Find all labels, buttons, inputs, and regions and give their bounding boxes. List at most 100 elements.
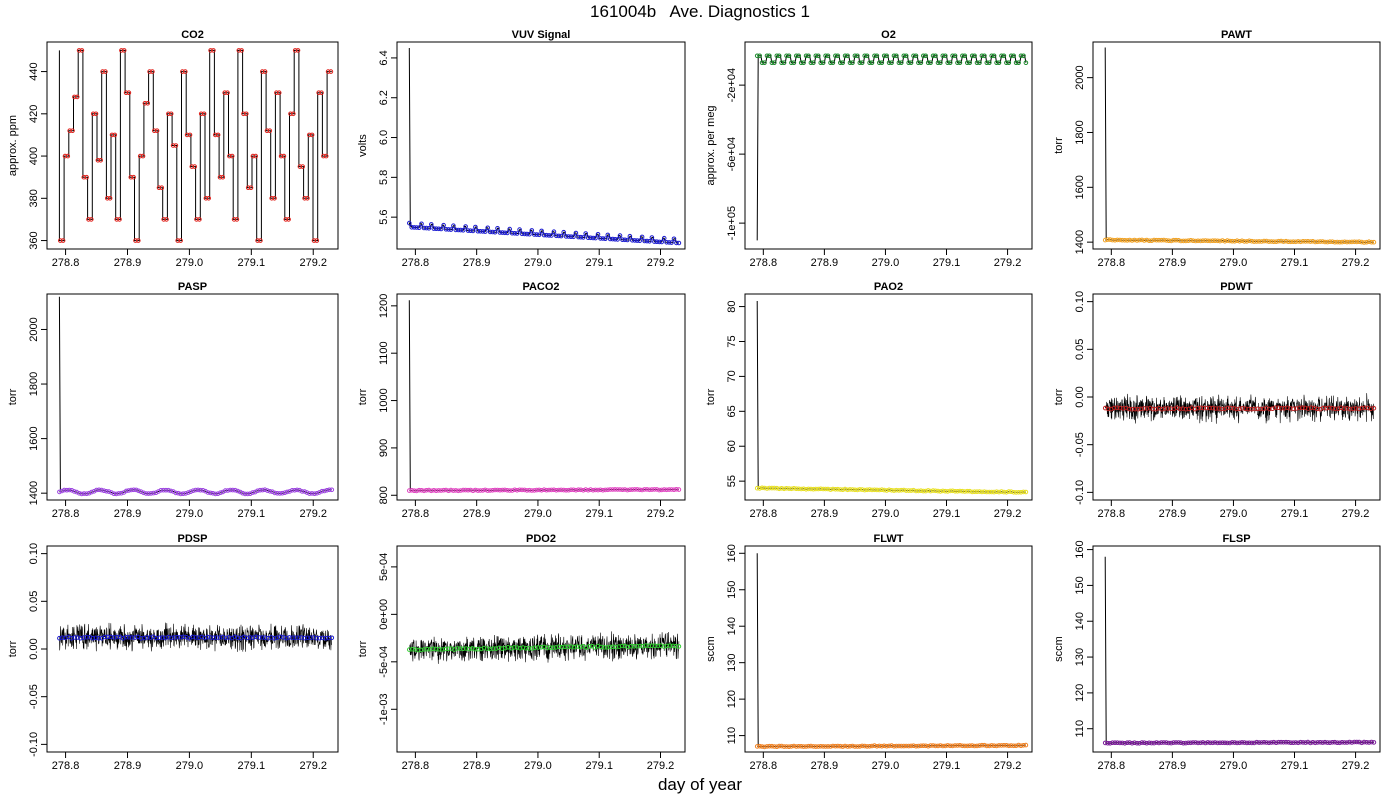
data-point bbox=[613, 644, 619, 650]
data-point bbox=[502, 487, 508, 493]
x-tick-label: 279.2 bbox=[647, 257, 675, 269]
data-point bbox=[161, 487, 166, 493]
plot-frame bbox=[1092, 293, 1381, 501]
data-point bbox=[544, 487, 549, 493]
data-point bbox=[908, 488, 914, 493]
data-point bbox=[781, 60, 787, 66]
data-point bbox=[842, 486, 848, 492]
data-point bbox=[649, 235, 655, 240]
data-point bbox=[1366, 740, 1372, 745]
data-point bbox=[255, 238, 260, 243]
data-point bbox=[270, 489, 275, 495]
data-point bbox=[899, 60, 904, 66]
x-tick-label: 278.8 bbox=[52, 760, 80, 772]
data-point bbox=[1144, 237, 1149, 243]
data-point bbox=[1137, 741, 1142, 746]
data-point bbox=[816, 53, 821, 59]
data-point bbox=[407, 220, 412, 226]
data-point bbox=[193, 487, 198, 493]
data-point bbox=[100, 69, 105, 74]
data-point bbox=[128, 174, 134, 180]
data-point bbox=[539, 228, 544, 234]
data-point bbox=[86, 217, 91, 222]
data-point bbox=[470, 228, 476, 234]
data-point bbox=[632, 238, 638, 243]
data-point bbox=[272, 490, 278, 496]
data-point bbox=[769, 485, 775, 491]
data-point bbox=[578, 487, 584, 493]
y-tick-label: -1e-03 bbox=[378, 693, 390, 725]
data-point bbox=[896, 488, 902, 493]
data-point bbox=[921, 53, 926, 59]
data-point bbox=[955, 60, 960, 66]
data-point bbox=[754, 485, 760, 491]
data-point bbox=[215, 132, 221, 138]
data-point bbox=[188, 489, 193, 495]
data-point bbox=[1251, 239, 1257, 244]
data-point bbox=[309, 132, 315, 138]
data-point bbox=[838, 487, 843, 492]
data-point bbox=[556, 487, 562, 493]
data-point bbox=[615, 487, 620, 492]
data-point bbox=[1305, 739, 1311, 745]
data-point bbox=[1339, 239, 1345, 245]
panel-title: CO2 bbox=[181, 29, 204, 41]
panel-title: FLWT bbox=[874, 533, 904, 545]
data-point bbox=[767, 53, 772, 59]
data-point bbox=[808, 486, 814, 492]
data-point bbox=[1149, 740, 1154, 746]
data-point bbox=[779, 743, 784, 749]
data-point bbox=[833, 487, 838, 492]
data-point bbox=[1300, 740, 1306, 745]
panel-title: PDWT bbox=[1220, 281, 1253, 293]
data-point bbox=[131, 487, 136, 493]
data-point bbox=[835, 486, 841, 492]
data-point bbox=[1159, 740, 1164, 745]
data-point bbox=[1181, 238, 1186, 244]
panel-paco2: PACO2 torr 278.8 278.9 279.0 279.1 279.2 800 900… bbox=[357, 281, 686, 520]
data-point bbox=[282, 490, 288, 496]
x-tick-label: 279.2 bbox=[647, 760, 675, 772]
y-tick-label: 2000 bbox=[28, 317, 40, 341]
data-point bbox=[889, 488, 894, 493]
x-tick-label: 278.9 bbox=[463, 508, 491, 520]
data-point bbox=[1114, 405, 1120, 411]
data-point bbox=[302, 489, 307, 494]
y-tick-label: 55 bbox=[726, 475, 738, 487]
data-point bbox=[1347, 239, 1352, 245]
data-point bbox=[1198, 238, 1203, 244]
data-point bbox=[163, 487, 169, 493]
data-point bbox=[547, 645, 553, 650]
data-point bbox=[133, 238, 138, 243]
data-point bbox=[1273, 740, 1279, 746]
data-point bbox=[1188, 740, 1193, 746]
data-point bbox=[573, 230, 579, 236]
data-point bbox=[1111, 405, 1117, 411]
data-point bbox=[499, 646, 505, 651]
data-point bbox=[169, 635, 174, 641]
data-point bbox=[1303, 239, 1308, 244]
data-point bbox=[1222, 740, 1228, 746]
data-point bbox=[940, 53, 946, 59]
data-point bbox=[562, 644, 568, 650]
y-tick-label: 150 bbox=[726, 581, 738, 599]
data-point bbox=[173, 490, 179, 496]
data-point bbox=[1016, 742, 1021, 748]
x-tick-label: 279.2 bbox=[994, 760, 1022, 772]
data-point bbox=[429, 222, 434, 227]
data-point bbox=[925, 743, 931, 749]
x-tick-label: 278.9 bbox=[1159, 760, 1187, 772]
data-point bbox=[153, 490, 159, 496]
data-point bbox=[439, 647, 445, 652]
data-point bbox=[1177, 406, 1183, 412]
data-point bbox=[1225, 740, 1230, 746]
data-point bbox=[1332, 739, 1338, 745]
data-point bbox=[571, 487, 576, 493]
data-point bbox=[1164, 238, 1169, 243]
x-tick-label: 278.8 bbox=[1098, 760, 1126, 772]
data-point bbox=[639, 487, 645, 493]
data-point bbox=[595, 487, 601, 493]
data-point bbox=[938, 60, 943, 66]
y-tick-label: 75 bbox=[726, 335, 738, 347]
data-point bbox=[99, 487, 104, 493]
